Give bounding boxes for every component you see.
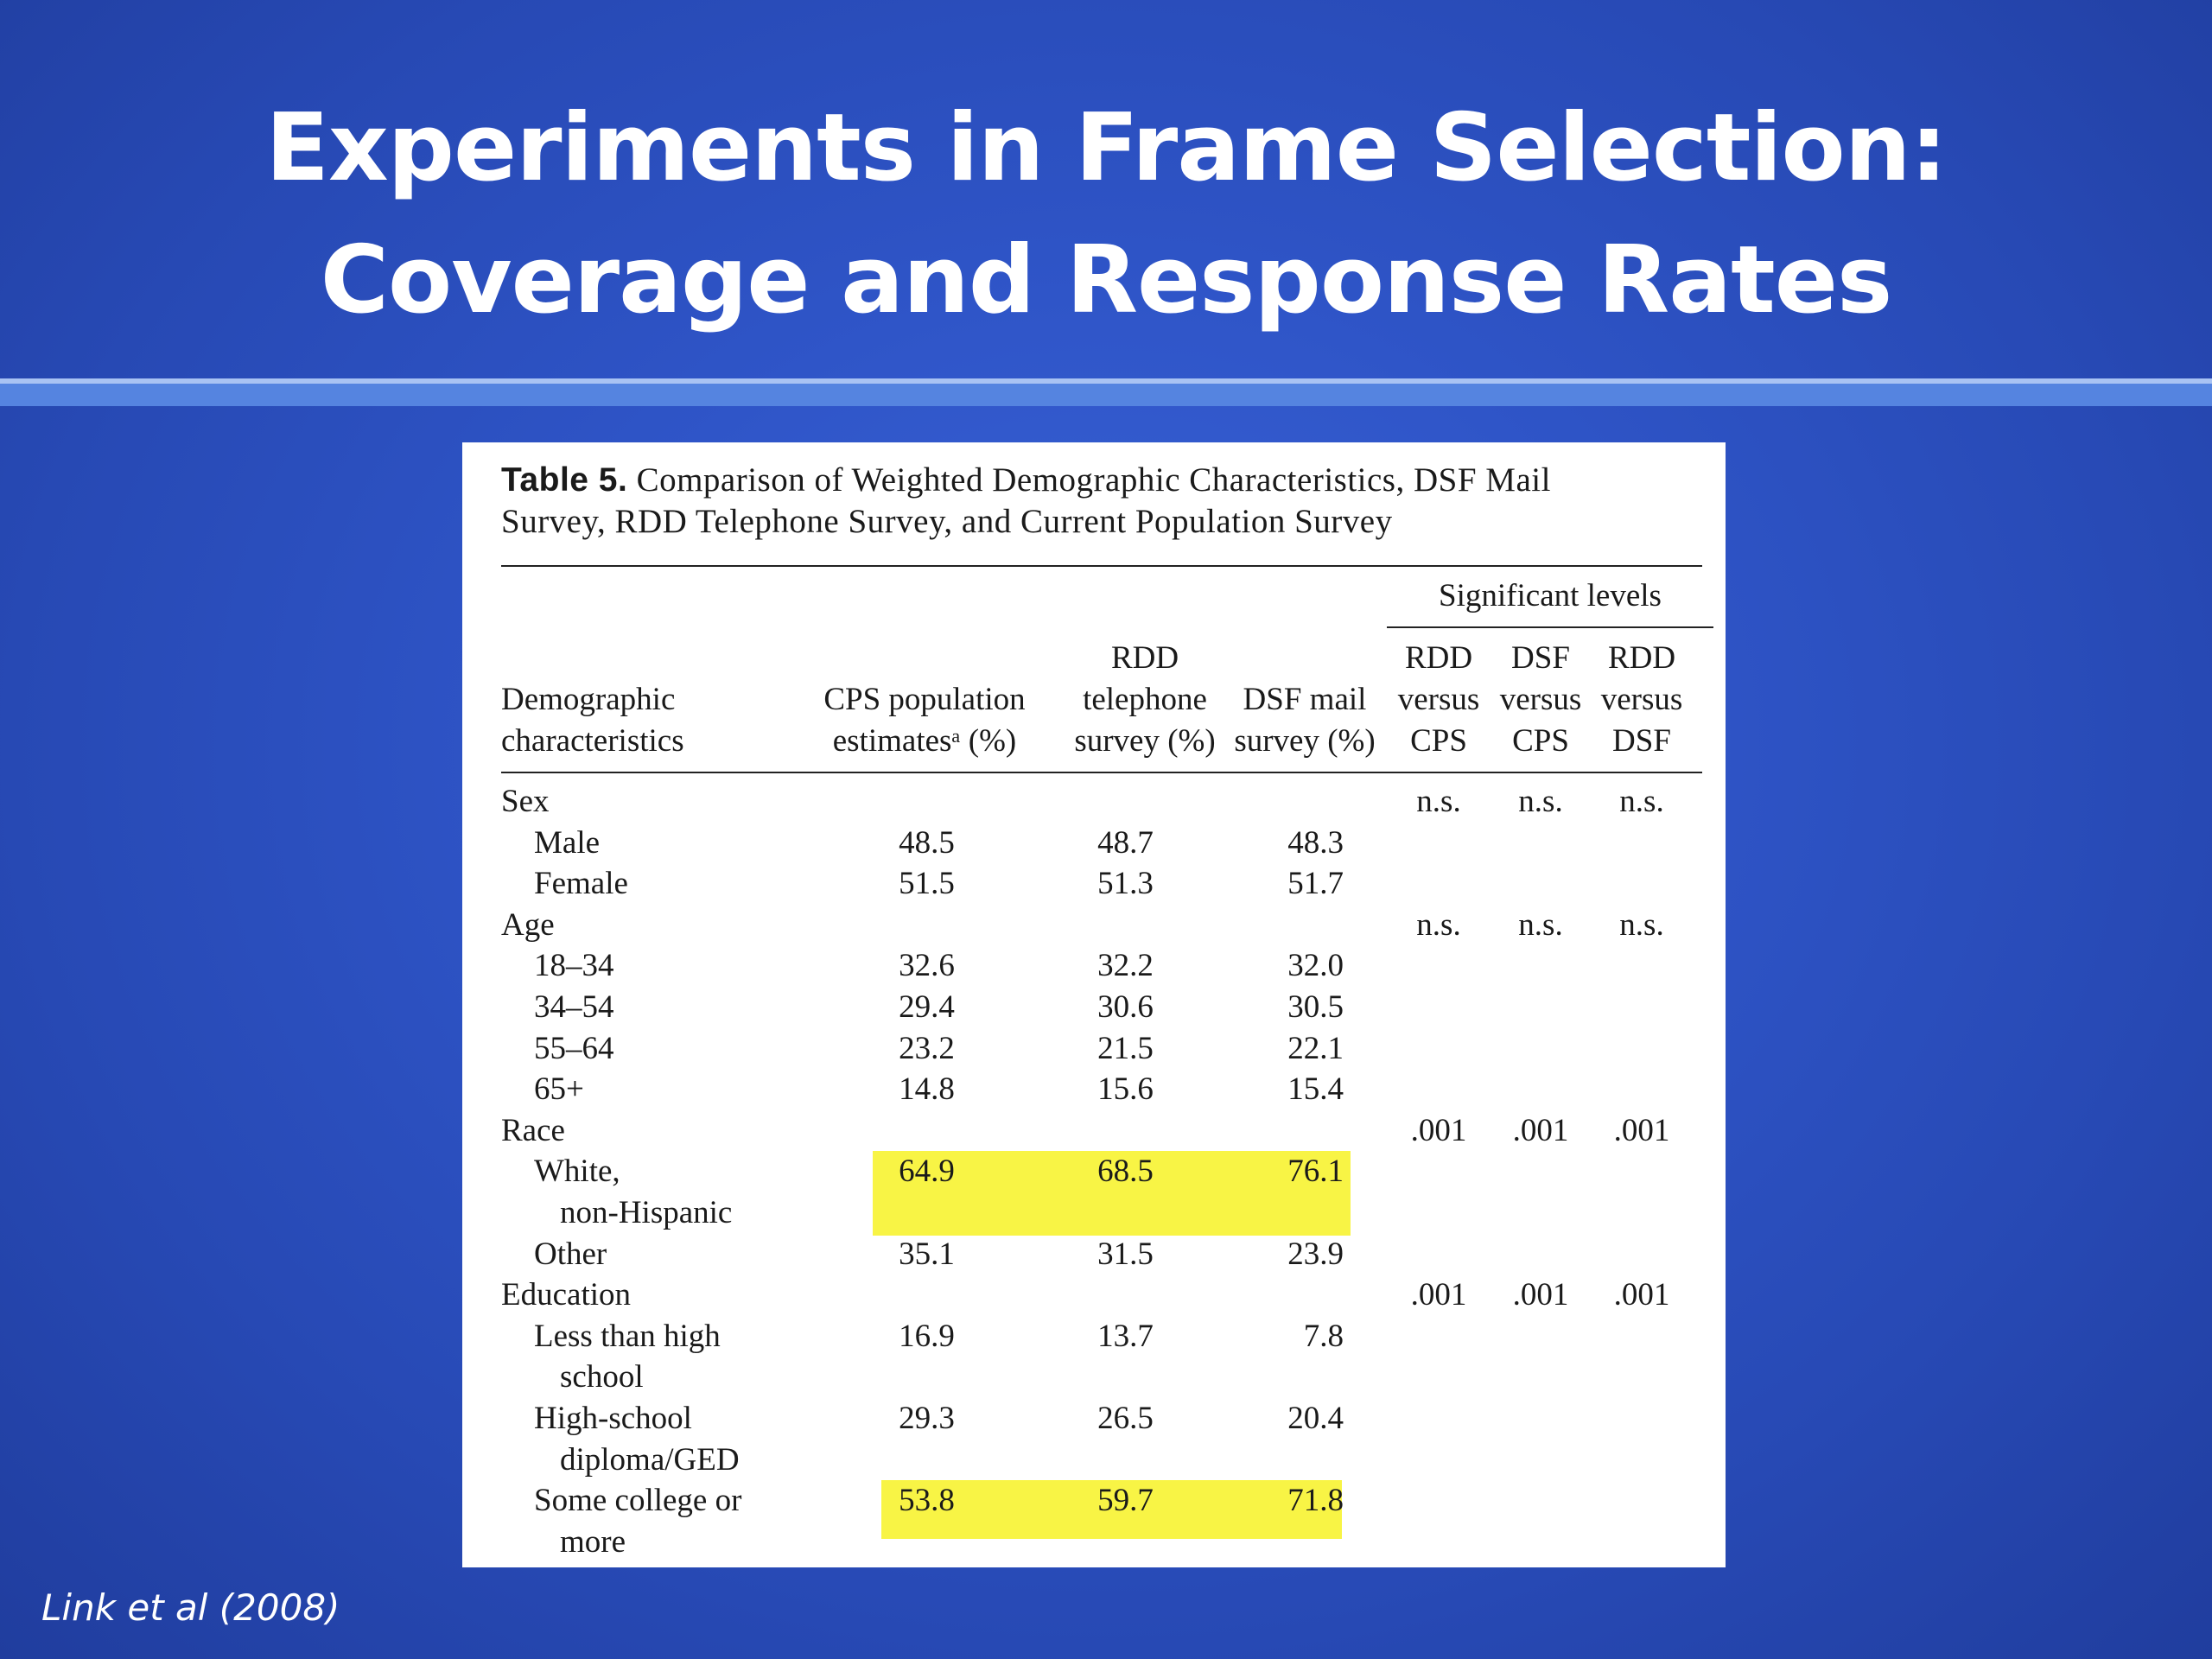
cell-rdd-vs-cps: .001 — [1410, 1277, 1467, 1313]
slide-title: Experiments in Frame Selection: Coverage… — [0, 82, 2212, 346]
row-label: Sex — [501, 784, 550, 819]
col-header-demo: Demographic characteristics — [501, 682, 684, 759]
slide-title-line-2: Coverage and Response Rates — [320, 226, 1893, 334]
cell-dsf-vs-cps: .001 — [1512, 1277, 1569, 1313]
row-highlight — [873, 1151, 1351, 1236]
cell-dsf-vs-cps: n.s. — [1518, 784, 1563, 819]
cell-rdd-vs-cps: n.s. — [1416, 784, 1461, 819]
cell-rdd: 26.5 — [1097, 1401, 1154, 1436]
table-top-rule — [501, 565, 1702, 567]
cell-dsf: 7.8 — [1303, 1318, 1344, 1354]
row-label: Other — [534, 1236, 607, 1272]
col-header-dsf: DSF mail survey (%) — [1234, 682, 1376, 759]
cell-cps: 14.8 — [899, 1071, 955, 1108]
cell-cps: 48.5 — [899, 824, 955, 861]
col-header-rdd-vs-dsf: RDD versus DSF — [1600, 640, 1683, 759]
cell-dsf: 23.9 — [1287, 1236, 1344, 1272]
row-label: school — [560, 1359, 644, 1395]
col-header-cps: CPS population estimatesᵃ (%) — [823, 682, 1026, 759]
cell-rdd: 30.6 — [1097, 989, 1154, 1025]
cell-rdd: 32.2 — [1097, 948, 1154, 984]
sig-levels-rule — [1387, 626, 1713, 628]
cell-dsf: 32.0 — [1287, 948, 1344, 984]
col-header-dsf-vs-cps: DSF versus CPS — [1499, 640, 1582, 759]
row-label: 18–34 — [534, 948, 614, 984]
cell-rdd-vs-dsf: .001 — [1613, 1112, 1670, 1148]
cell-cps: 29.3 — [899, 1401, 955, 1436]
cell-rdd: 68.5 — [1097, 1154, 1154, 1190]
cell-dsf-vs-cps: n.s. — [1518, 906, 1563, 943]
cell-rdd-vs-dsf: n.s. — [1619, 906, 1664, 943]
row-label: Education — [501, 1277, 632, 1313]
row-label: 34–54 — [534, 989, 614, 1025]
cell-dsf-vs-cps: .001 — [1512, 1112, 1569, 1148]
slide-title-line-1: Experiments in Frame Selection: — [265, 94, 1948, 202]
cell-rdd: 48.7 — [1097, 824, 1154, 861]
table-caption-line-2: Survey, RDD Telephone Survey, and Curren… — [501, 503, 1393, 540]
cell-dsf: 30.5 — [1287, 989, 1344, 1025]
cell-cps: 35.1 — [899, 1236, 955, 1272]
cell-dsf: 22.1 — [1287, 1030, 1344, 1066]
cell-cps: 16.9 — [899, 1318, 955, 1354]
cell-cps: 23.2 — [899, 1030, 955, 1066]
cell-rdd: 31.5 — [1097, 1236, 1154, 1272]
cell-dsf: 48.3 — [1287, 824, 1344, 861]
cell-rdd-vs-dsf: .001 — [1613, 1277, 1670, 1313]
table-caption-label: Table 5. — [501, 461, 628, 499]
row-label: diploma/GED — [560, 1441, 740, 1478]
cell-rdd: 13.7 — [1097, 1318, 1154, 1354]
row-label: Female — [534, 866, 628, 902]
row-label: non-Hispanic — [560, 1195, 733, 1230]
cell-cps: 29.4 — [899, 989, 955, 1025]
sig-levels-header: Significant levels — [1439, 578, 1662, 613]
col-header-rdd-vs-cps: RDD versus CPS — [1397, 640, 1480, 759]
row-label: High-school — [534, 1401, 692, 1436]
cell-dsf: 76.1 — [1287, 1154, 1344, 1190]
row-label: Some college or — [534, 1483, 742, 1519]
col-header-rdd: RDD telephone survey (%) — [1074, 640, 1216, 759]
row-label: Less than high — [534, 1318, 721, 1354]
table-caption: Table 5. Comparison of Weighted Demograp… — [501, 460, 1702, 543]
title-divider-light — [0, 378, 2212, 384]
row-label: White, — [534, 1154, 620, 1190]
row-label: more — [560, 1523, 626, 1560]
row-label: 55–64 — [534, 1030, 614, 1066]
cell-dsf: 51.7 — [1287, 866, 1344, 902]
cell-rdd: 59.7 — [1097, 1483, 1154, 1519]
cell-dsf: 15.4 — [1287, 1071, 1344, 1108]
cell-rdd-vs-dsf: n.s. — [1619, 784, 1664, 819]
cell-rdd: 51.3 — [1097, 866, 1154, 902]
row-label: Race — [501, 1112, 565, 1148]
cell-dsf: 20.4 — [1287, 1401, 1344, 1436]
cell-cps: 51.5 — [899, 866, 955, 902]
cell-rdd: 21.5 — [1097, 1030, 1154, 1066]
row-label: Age — [501, 906, 555, 943]
cell-rdd-vs-cps: .001 — [1410, 1112, 1467, 1148]
cell-rdd-vs-cps: n.s. — [1416, 906, 1461, 943]
cell-cps: 64.9 — [899, 1154, 955, 1190]
cell-cps: 32.6 — [899, 948, 955, 984]
table-image: Table 5. Comparison of Weighted Demograp… — [462, 442, 1726, 1567]
cell-cps: 53.8 — [899, 1483, 955, 1519]
row-label: Male — [534, 824, 601, 861]
header-bottom-rule — [501, 772, 1702, 773]
table-caption-line-1: Comparison of Weighted Demographic Chara… — [636, 461, 1551, 499]
citation: Link et al (2008) — [41, 1586, 340, 1629]
cell-dsf: 71.8 — [1287, 1483, 1344, 1519]
title-divider-band — [0, 384, 2212, 406]
row-label: 65+ — [534, 1071, 584, 1108]
row-highlight — [881, 1480, 1342, 1540]
cell-rdd: 15.6 — [1097, 1071, 1154, 1108]
